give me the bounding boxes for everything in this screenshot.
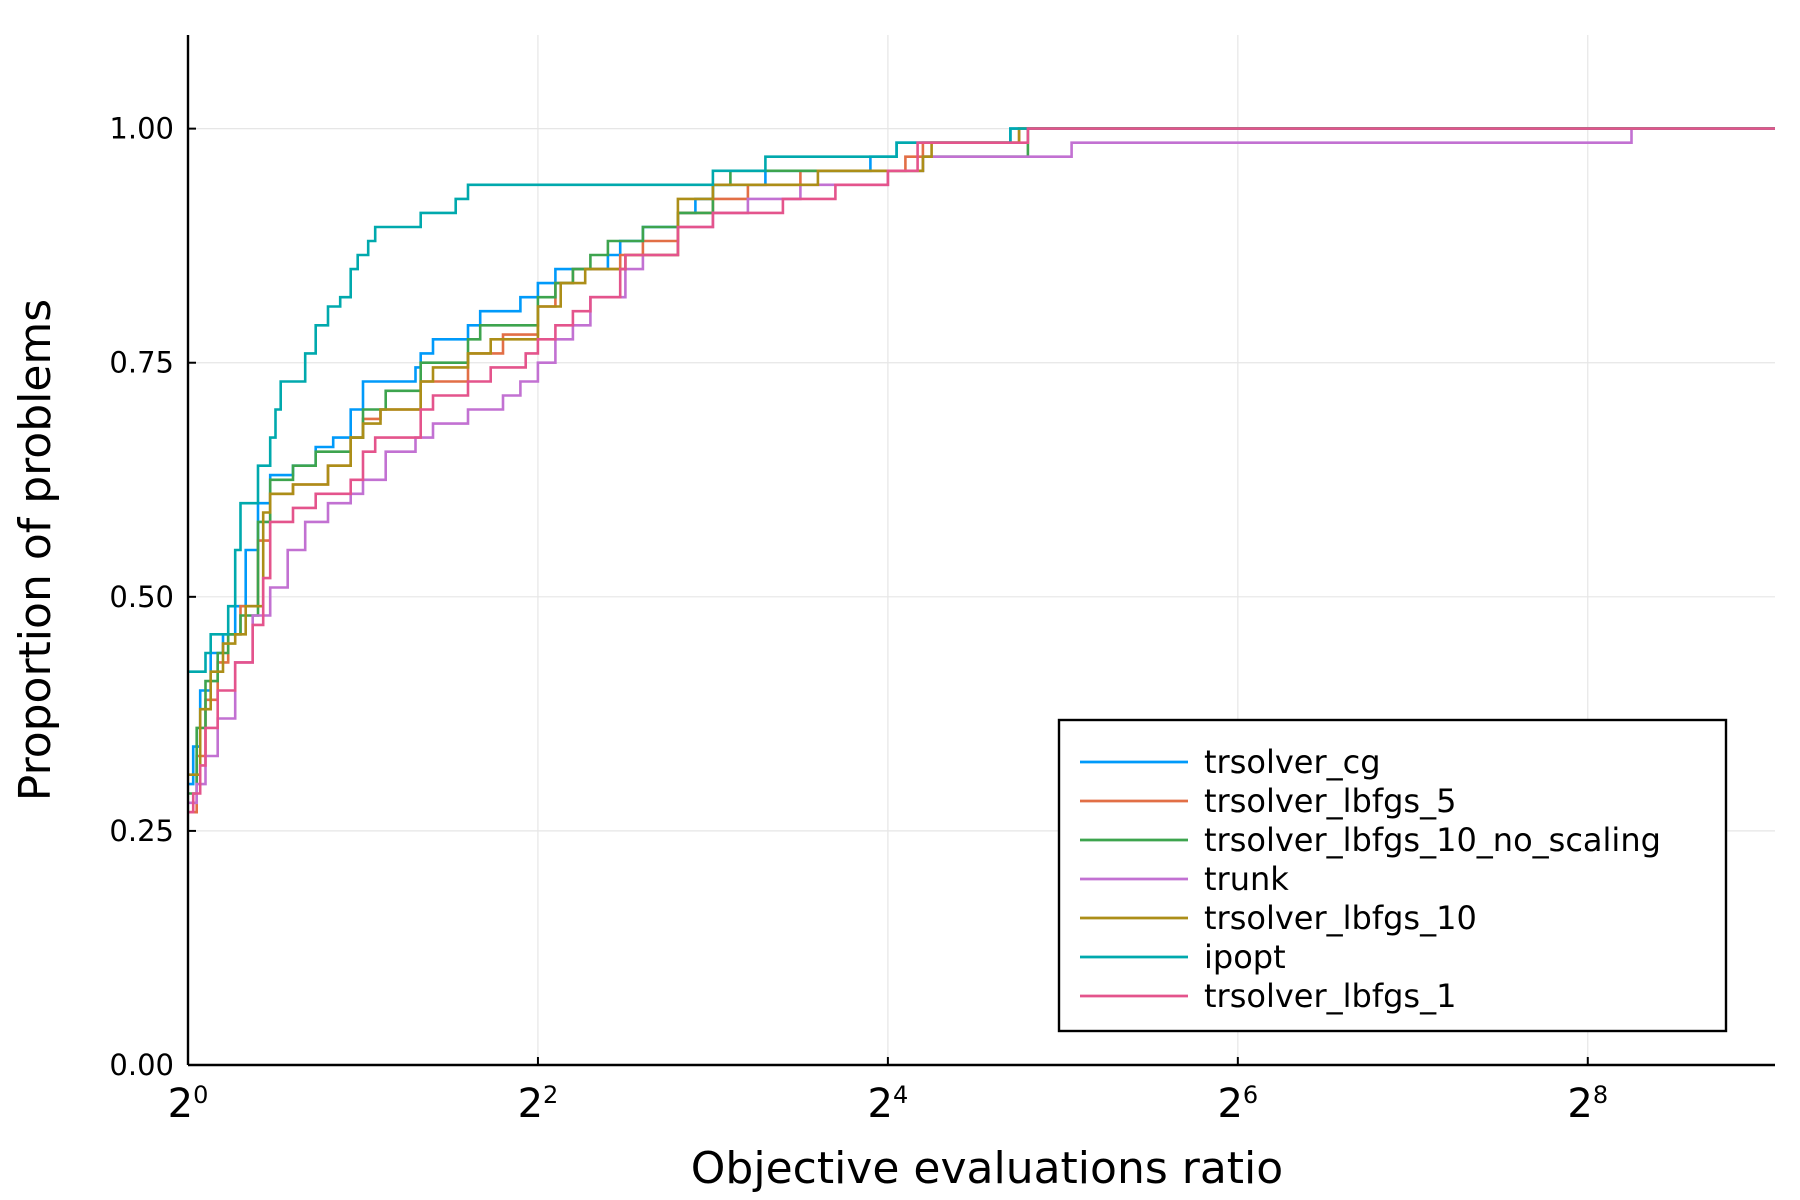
y-axis-label: Proportion of problems bbox=[10, 299, 61, 801]
x-tick-label: 26 bbox=[1217, 1081, 1258, 1127]
y-tick-label: 1.00 bbox=[109, 112, 174, 146]
x-axis-label: Objective evaluations ratio bbox=[691, 1143, 1283, 1194]
y-tick-label: 0.50 bbox=[109, 580, 174, 614]
y-tick-label: 0.75 bbox=[109, 346, 174, 380]
x-tick-label: 24 bbox=[868, 1081, 909, 1127]
legend: trsolver_cgtrsolver_lbfgs_5trsolver_lbfg… bbox=[1057, 718, 1728, 1033]
legend-label: trsolver_lbfgs_1 bbox=[1204, 977, 1456, 1015]
y-tick-label: 0.25 bbox=[109, 814, 174, 848]
legend-box bbox=[1057, 718, 1728, 1033]
series-lines bbox=[188, 127, 1775, 814]
axes bbox=[186, 35, 1775, 1067]
x-tick-label: 22 bbox=[518, 1081, 559, 1127]
y-tick-label: 0.00 bbox=[109, 1048, 174, 1082]
legend-label: trsolver_cg bbox=[1204, 743, 1381, 781]
series-line-trunk bbox=[188, 127, 1775, 805]
series-line-ipopt bbox=[188, 127, 1775, 673]
x-tick-label: 20 bbox=[168, 1081, 209, 1127]
legend-label: ipopt bbox=[1204, 938, 1286, 976]
legend-label: trsolver_lbfgs_10 bbox=[1204, 899, 1477, 937]
x-tick-label: 28 bbox=[1567, 1081, 1608, 1127]
legend-label: trunk bbox=[1204, 860, 1289, 898]
tick-labels: 0.00 0.25 0.50 0.75 1.00 20 22 24 26 28 bbox=[109, 112, 1608, 1127]
legend-label: trsolver_lbfgs_10_no_scaling bbox=[1204, 821, 1661, 859]
legend-label: trsolver_lbfgs_5 bbox=[1204, 782, 1456, 820]
series-line-trsolver-lbfgs-1 bbox=[188, 127, 1775, 814]
